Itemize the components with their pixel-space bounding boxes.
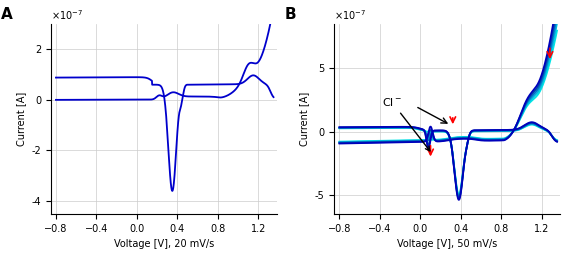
Y-axis label: Current [A]: Current [A]	[16, 92, 26, 146]
Text: Cl$^-$: Cl$^-$	[382, 96, 430, 151]
Y-axis label: Current [A]: Current [A]	[299, 92, 310, 146]
X-axis label: Voltage [V], 50 mV/s: Voltage [V], 50 mV/s	[397, 239, 497, 249]
Text: A: A	[1, 7, 13, 22]
Text: $\times10^{-7}$: $\times10^{-7}$	[335, 8, 366, 22]
Text: $\times10^{-7}$: $\times10^{-7}$	[51, 8, 83, 22]
Text: B: B	[285, 7, 297, 22]
X-axis label: Voltage [V], 20 mV/s: Voltage [V], 20 mV/s	[113, 239, 214, 249]
